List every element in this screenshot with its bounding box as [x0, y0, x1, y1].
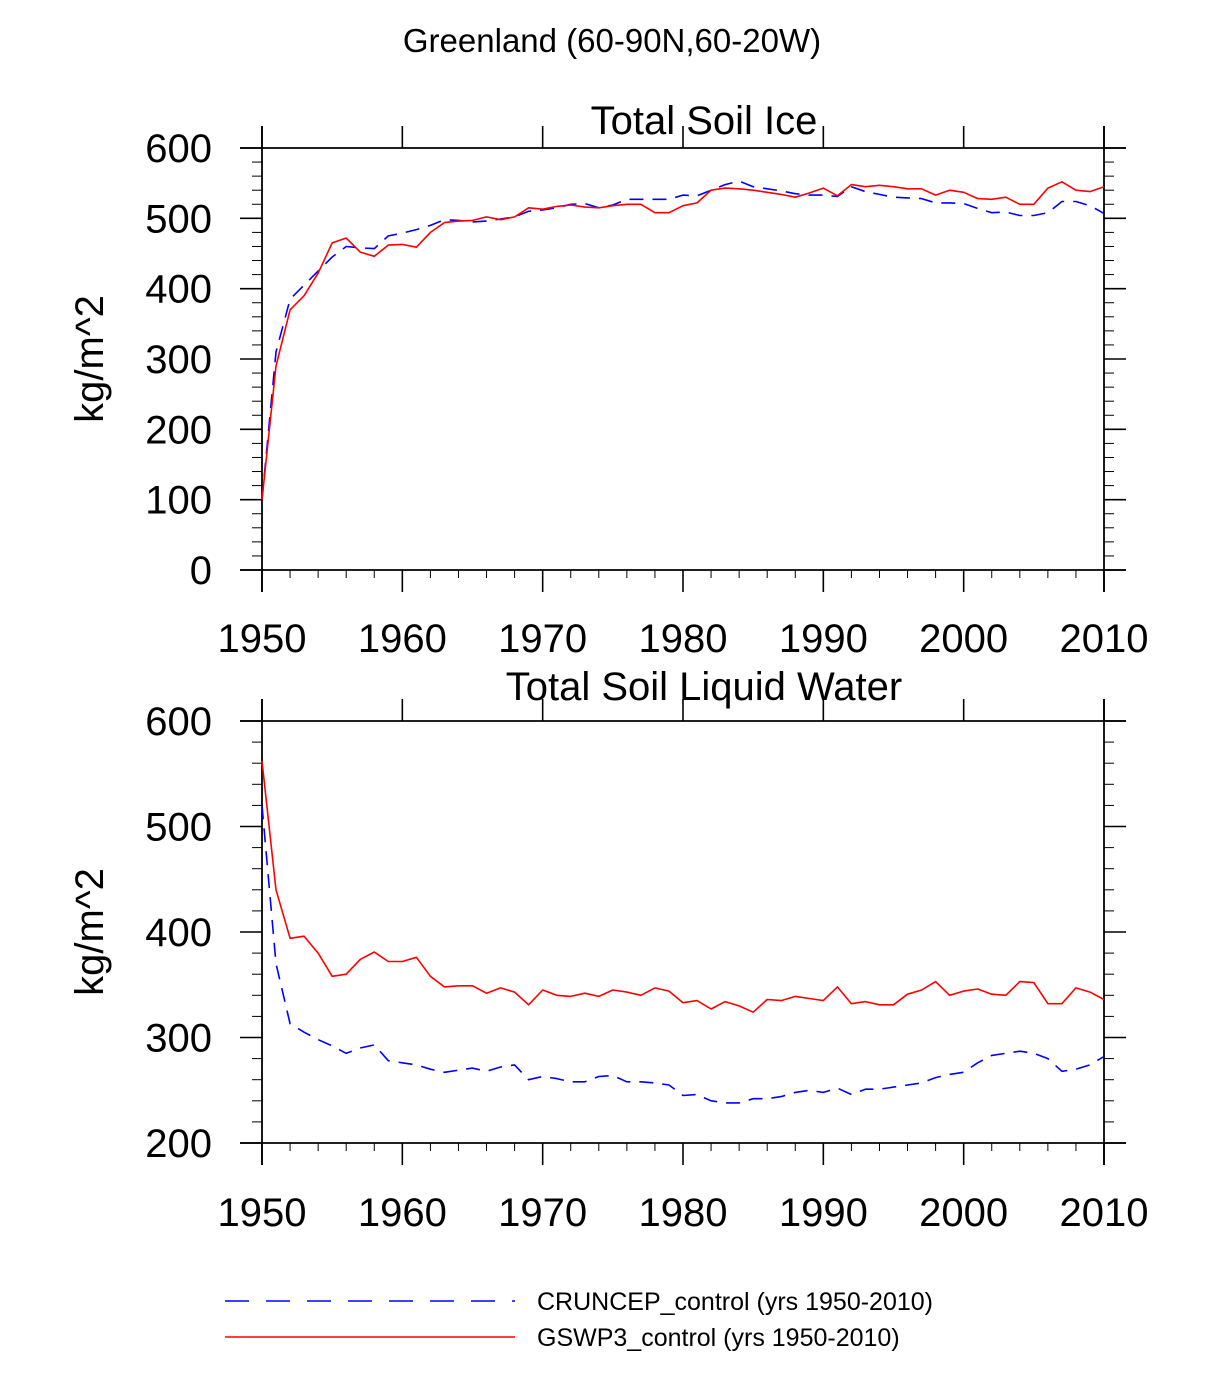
- y-tick-label: 400: [145, 911, 212, 955]
- series-line-gswp3: [261, 181, 1105, 500]
- y-tick-label: 400: [145, 268, 212, 312]
- series-line-gswp3: [261, 761, 1105, 1014]
- x-tick-label: 2000: [919, 617, 1008, 661]
- tick-marks: [240, 699, 1126, 1165]
- y-tick-label: 600: [145, 127, 212, 171]
- panel-total-soil-liquid-water: Total Soil Liquid Water kg/m^2 1950 1960 197…: [68, 665, 1148, 1235]
- x-tick-label: 1990: [779, 617, 868, 661]
- y-axis-label: kg/m^2: [68, 295, 112, 423]
- x-tick-label: 1990: [779, 1191, 868, 1235]
- x-tick-label: 2000: [919, 1191, 1008, 1235]
- x-tick-label: 1980: [639, 617, 728, 661]
- legend-label-gswp3: GSWP3_control (yrs 1950-2010): [537, 1324, 900, 1352]
- legend: CRUNCEP_control (yrs 1950-2010) GSWP3_co…: [225, 1288, 933, 1352]
- x-tick-label: 1950: [218, 1191, 307, 1235]
- y-tick-label: 100: [145, 479, 212, 523]
- legend-label-cruncep: CRUNCEP_control (yrs 1950-2010): [537, 1288, 933, 1316]
- panel-title: Total Soil Liquid Water: [506, 665, 902, 709]
- x-tick-label: 1960: [358, 1191, 447, 1235]
- series-line-cruncep: [261, 180, 1105, 500]
- y-tick-label: 500: [145, 197, 212, 241]
- x-tick-label: 1950: [218, 617, 307, 661]
- y-tick-label: 300: [145, 338, 212, 382]
- x-tick-label: 1980: [639, 1191, 728, 1235]
- x-tick-label: 1970: [498, 1191, 587, 1235]
- x-tick-label: 2010: [1060, 617, 1149, 661]
- y-axis-label: kg/m^2: [68, 868, 112, 996]
- panel-title: Total Soil Ice: [591, 99, 818, 143]
- y-tick-label: 200: [145, 408, 212, 452]
- y-tick-label: 200: [145, 1122, 212, 1166]
- y-tick-label: 500: [145, 806, 212, 850]
- y-tick-label: 0: [190, 549, 212, 593]
- figure-title: Greenland (60-90N,60-20W): [402, 22, 822, 59]
- tick-marks: [240, 126, 1126, 592]
- y-tick-label: 600: [145, 700, 212, 744]
- panel-total-soil-ice: Total Soil Ice kg/m^2 1950 1960 1970 1980 1990…: [68, 99, 1148, 661]
- x-tick-label: 1970: [498, 617, 587, 661]
- x-tick-label: 1960: [358, 617, 447, 661]
- y-tick-label: 300: [145, 1017, 212, 1061]
- series-line-cruncep: [261, 805, 1105, 1104]
- x-tick-label: 2010: [1060, 1191, 1149, 1235]
